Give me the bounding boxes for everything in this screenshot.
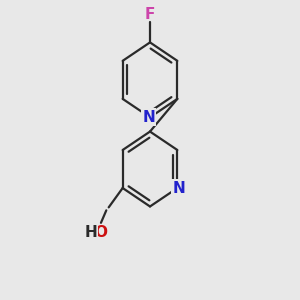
Text: H: H — [84, 225, 97, 240]
Text: N: N — [142, 110, 155, 125]
Text: O: O — [94, 225, 107, 240]
Text: N: N — [172, 181, 185, 196]
Text: F: F — [145, 7, 155, 22]
